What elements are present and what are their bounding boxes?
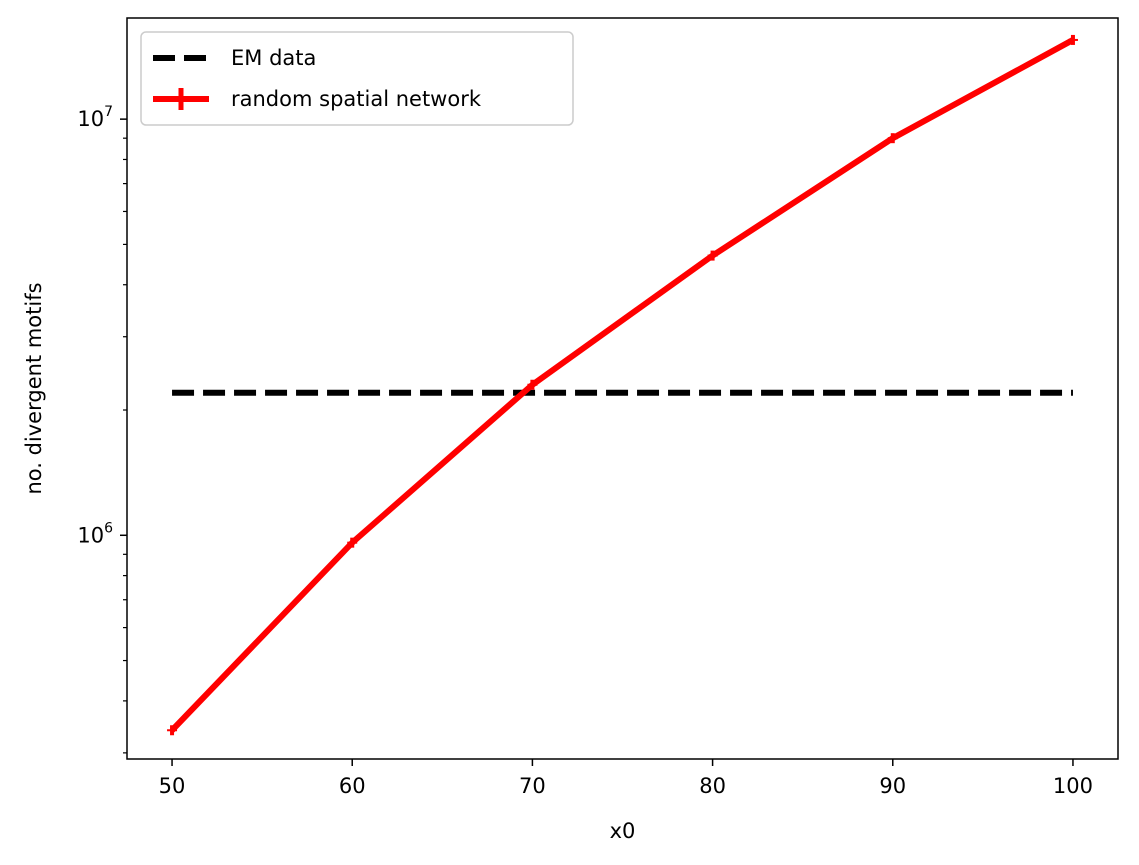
y-tick-label: 107: [77, 104, 113, 131]
axes-frame: [126, 17, 1119, 760]
x-tick-label: 80: [699, 774, 726, 798]
legend-label-em-data: EM data: [231, 46, 316, 70]
x-tick-label: 100: [1053, 774, 1093, 798]
x-tick-label: 50: [159, 774, 186, 798]
legend-label-random-spatial-network: random spatial network: [231, 87, 482, 111]
x-tick-label: 70: [519, 774, 546, 798]
x-tick-label: 90: [879, 774, 906, 798]
y-tick-label: 106: [77, 520, 113, 547]
legend-box: [140, 31, 574, 126]
x-axis: 50 60 70 80 90 100: [159, 759, 1093, 798]
legend: EM data random spatial network: [140, 31, 574, 126]
plot-area: [167, 34, 1078, 736]
y-axis-label: no. divergent motifs: [22, 282, 46, 494]
x-axis-label: x0: [610, 819, 636, 843]
series-random-spatial-network-line: [169, 37, 1075, 733]
y-axis: 106 107: [77, 104, 127, 754]
x-tick-label: 60: [339, 774, 366, 798]
